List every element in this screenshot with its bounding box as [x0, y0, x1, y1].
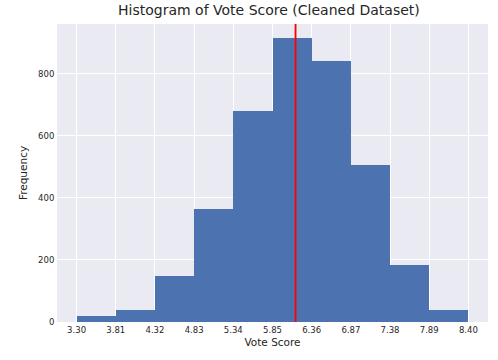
svg-text:Histogram of Vote Score (Clean: Histogram of Vote Score (Cleaned Dataset… — [118, 2, 420, 18]
svg-text:4.83: 4.83 — [185, 325, 204, 335]
svg-text:200: 200 — [38, 255, 54, 265]
svg-text:Vote Score: Vote Score — [244, 336, 300, 348]
svg-text:0: 0 — [49, 317, 54, 327]
svg-text:Frequency: Frequency — [17, 146, 29, 200]
svg-text:3.81: 3.81 — [106, 325, 125, 335]
svg-text:3.30: 3.30 — [67, 325, 86, 335]
svg-text:4.32: 4.32 — [145, 325, 164, 335]
svg-text:6.36: 6.36 — [302, 325, 321, 335]
svg-text:5.85: 5.85 — [263, 325, 282, 335]
svg-text:7.38: 7.38 — [381, 325, 400, 335]
svg-text:6.87: 6.87 — [341, 325, 360, 335]
svg-text:7.89: 7.89 — [420, 325, 439, 335]
svg-text:600: 600 — [38, 131, 54, 141]
svg-text:400: 400 — [38, 193, 54, 203]
svg-text:8.40: 8.40 — [459, 325, 478, 335]
svg-text:5.34: 5.34 — [224, 325, 243, 335]
svg-text:800: 800 — [38, 69, 54, 79]
